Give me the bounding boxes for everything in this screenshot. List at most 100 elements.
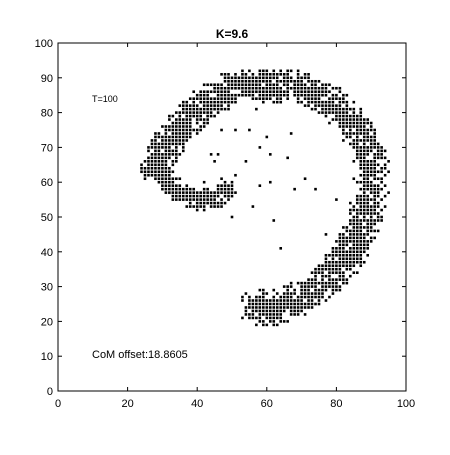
- data-point: [373, 177, 376, 181]
- data-point: [265, 93, 269, 97]
- data-point: [213, 114, 216, 118]
- data-point: [150, 170, 154, 174]
- data-point: [321, 93, 324, 97]
- data-point: [373, 170, 376, 174]
- data-point: [185, 114, 189, 118]
- data-point: [185, 187, 189, 191]
- data-point: [369, 170, 373, 174]
- data-point: [331, 107, 335, 111]
- data-point: [359, 149, 363, 153]
- data-point: [349, 118, 352, 121]
- data-point: [199, 194, 202, 198]
- data-point: [279, 302, 283, 306]
- data-point: [140, 163, 143, 167]
- data-point: [199, 114, 202, 118]
- data-point: [279, 316, 283, 320]
- data-point: [338, 271, 342, 274]
- data-point: [168, 153, 171, 156]
- data-point: [195, 205, 199, 208]
- data-point: [362, 166, 366, 170]
- data-point: [262, 69, 265, 73]
- data-point: [241, 76, 244, 80]
- data-point: [369, 187, 373, 191]
- data-point: [373, 236, 376, 240]
- data-point: [296, 83, 300, 87]
- data-point: [209, 198, 213, 201]
- data-point: [143, 170, 147, 174]
- data-point: [175, 125, 178, 128]
- data-point: [258, 73, 262, 76]
- data-point: [185, 191, 189, 194]
- data-point: [342, 125, 345, 128]
- data-point: [220, 97, 223, 100]
- data-point: [268, 86, 272, 90]
- data-point: [195, 114, 199, 118]
- data-point: [248, 69, 251, 73]
- data-point: [206, 194, 209, 198]
- data-point: [355, 201, 359, 205]
- data-point: [355, 208, 359, 212]
- data-point: [362, 208, 366, 212]
- data-point: [199, 107, 202, 111]
- data-point: [161, 142, 164, 146]
- data-point: [331, 253, 335, 257]
- data-point: [324, 233, 328, 236]
- data-point: [300, 86, 303, 90]
- data-point: [220, 201, 223, 205]
- data-point: [352, 208, 356, 212]
- data-point: [328, 281, 331, 285]
- data-point: [248, 313, 251, 316]
- data-point: [338, 240, 342, 243]
- data-point: [192, 90, 196, 94]
- data-point: [359, 173, 363, 177]
- data-point: [272, 309, 276, 313]
- data-point: [359, 253, 363, 257]
- data-point: [275, 86, 279, 90]
- data-point: [349, 125, 352, 128]
- data-point: [223, 107, 227, 111]
- data-point: [355, 250, 359, 254]
- data-point: [366, 128, 370, 132]
- data-point: [310, 97, 314, 100]
- data-point: [154, 166, 157, 170]
- data-point: [251, 90, 255, 94]
- data-point: [376, 191, 380, 194]
- data-point: [268, 320, 272, 323]
- data-point: [328, 274, 331, 278]
- data-point: [230, 100, 234, 104]
- data-point: [216, 187, 220, 191]
- data-point: [362, 187, 366, 191]
- data-point: [258, 184, 262, 187]
- data-point: [331, 100, 335, 104]
- data-point: [181, 135, 185, 139]
- data-point: [355, 253, 359, 257]
- data-point: [175, 194, 178, 198]
- data-point: [338, 104, 342, 107]
- data-point: [303, 295, 307, 299]
- data-point: [227, 76, 230, 80]
- data-point: [366, 198, 370, 201]
- data-point: [157, 163, 161, 167]
- data-point: [321, 100, 324, 104]
- data-point: [265, 97, 269, 100]
- data-point: [175, 198, 178, 201]
- data-point: [314, 274, 317, 278]
- data-point: [188, 194, 192, 198]
- data-point: [147, 149, 150, 153]
- data-point: [317, 295, 321, 299]
- data-point: [355, 125, 359, 128]
- data-point: [349, 107, 352, 111]
- data-point: [362, 250, 366, 254]
- data-point: [324, 86, 328, 90]
- data-point: [168, 187, 171, 191]
- data-point: [161, 166, 164, 170]
- data-point: [171, 191, 175, 194]
- data-point: [258, 93, 262, 97]
- data-point: [366, 177, 370, 181]
- data-point: [342, 111, 345, 114]
- data-point: [286, 299, 289, 302]
- data-point: [355, 121, 359, 125]
- data-point: [216, 205, 220, 208]
- data-point: [310, 90, 314, 94]
- data-point: [237, 83, 241, 87]
